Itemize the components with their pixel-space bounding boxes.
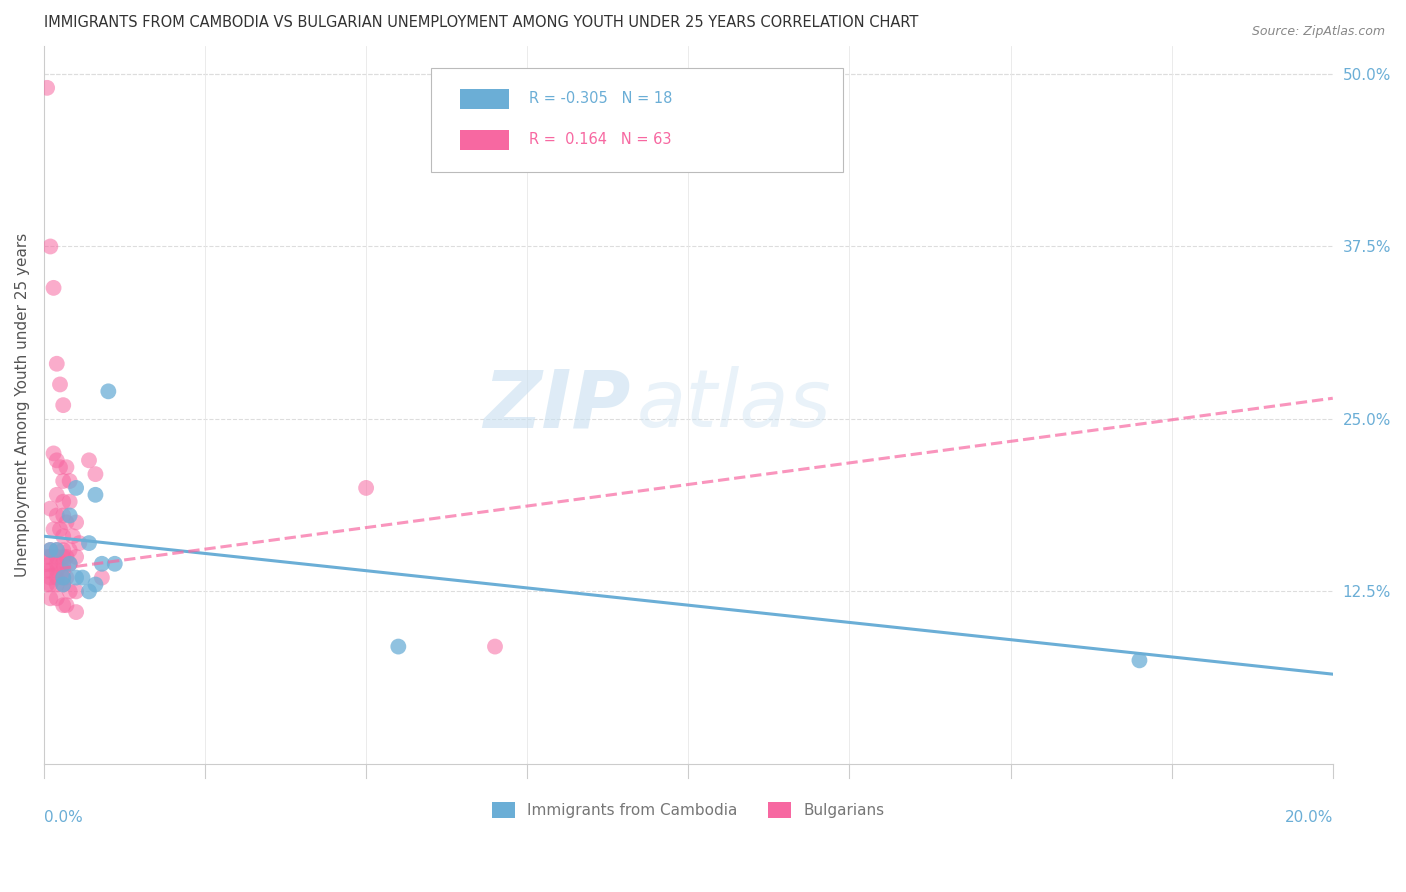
Text: atlas: atlas [637,366,831,444]
Point [45,543,67,558]
Point [62,529,84,543]
Point [55,460,77,475]
Point [45,508,67,523]
Point [65,584,87,599]
Point [59,557,82,571]
Point [84,467,107,482]
Point [59,543,82,558]
Point [39,239,62,253]
Point [39,543,62,558]
Point [484,640,506,654]
Text: R = -0.305   N = 18: R = -0.305 N = 18 [529,91,672,106]
Point [45,557,67,571]
Point [52,474,75,488]
Bar [460,129,509,150]
Point [37,564,59,578]
Bar [460,89,509,109]
Point [42,522,65,536]
Point [84,577,107,591]
Point [45,577,67,591]
Text: ZIP: ZIP [482,366,630,444]
Point [52,508,75,523]
Point [52,571,75,585]
Point [49,522,72,536]
Point [39,571,62,585]
Point [77,536,100,550]
Text: R =  0.164   N = 63: R = 0.164 N = 63 [529,132,671,147]
Point [45,357,67,371]
FancyBboxPatch shape [430,68,844,172]
Point [52,549,75,564]
Point [59,474,82,488]
Point [354,481,377,495]
Point [52,398,75,412]
Point [39,549,62,564]
Point [55,571,77,585]
Point [49,377,72,392]
Point [97,384,120,399]
Point [39,564,62,578]
Text: IMMIGRANTS FROM CAMBODIA VS BULGARIAN UNEMPLOYMENT AMONG YOUTH UNDER 25 YEARS CO: IMMIGRANTS FROM CAMBODIA VS BULGARIAN UN… [44,15,918,30]
Point [39,557,62,571]
Point [65,549,87,564]
Point [52,557,75,571]
Point [90,557,112,571]
Point [45,564,67,578]
Point [37,80,59,95]
Text: 20.0%: 20.0% [1285,811,1333,825]
Text: 0.0%: 0.0% [44,811,83,825]
Point [67,536,90,550]
Point [37,549,59,564]
Point [42,281,65,295]
Point [52,571,75,585]
Point [37,577,59,591]
Text: Source: ZipAtlas.com: Source: ZipAtlas.com [1251,25,1385,38]
Point [39,501,62,516]
Point [65,481,87,495]
Point [52,598,75,612]
Point [59,557,82,571]
Point [59,584,82,599]
Point [52,543,75,558]
Point [39,577,62,591]
Point [65,571,87,585]
Point [52,494,75,508]
Point [84,488,107,502]
Point [59,508,82,523]
Point [387,640,409,654]
Point [59,494,82,508]
Point [39,591,62,606]
Point [55,598,77,612]
Point [39,543,62,558]
Point [42,446,65,460]
Point [45,549,67,564]
Point [45,591,67,606]
Point [45,571,67,585]
Legend: Immigrants from Cambodia, Bulgarians: Immigrants from Cambodia, Bulgarians [486,797,890,824]
Point [65,605,87,619]
Point [52,577,75,591]
Y-axis label: Unemployment Among Youth under 25 years: Unemployment Among Youth under 25 years [15,233,30,577]
Point [45,543,67,558]
Point [90,571,112,585]
Point [45,453,67,467]
Point [77,584,100,599]
Point [45,488,67,502]
Point [52,529,75,543]
Point [1128,653,1150,667]
Point [55,549,77,564]
Point [104,557,127,571]
Point [72,571,94,585]
Point [52,564,75,578]
Point [52,577,75,591]
Point [55,516,77,530]
Point [49,460,72,475]
Point [77,453,100,467]
Point [65,516,87,530]
